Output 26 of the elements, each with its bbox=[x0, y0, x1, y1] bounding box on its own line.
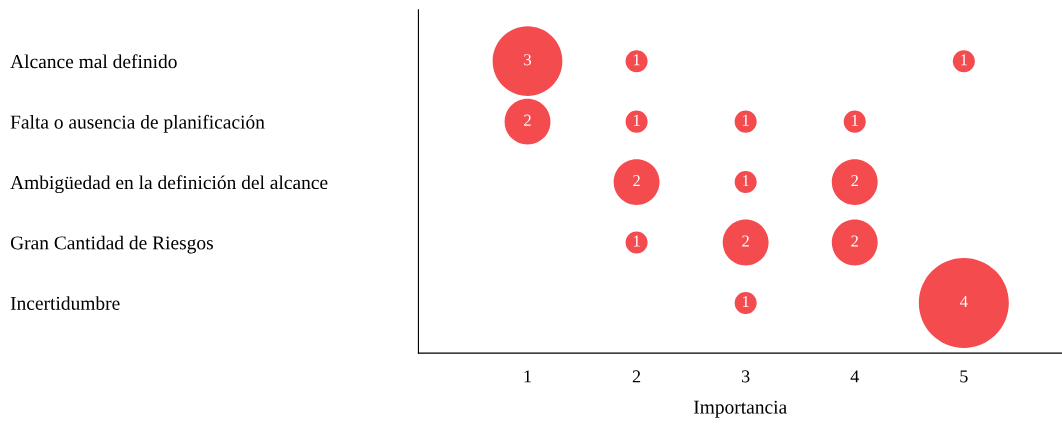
x-tick-label: 3 bbox=[742, 370, 750, 383]
annotation: 2 bbox=[742, 235, 749, 247]
y-tick-label: Ambigüedad en la definición del alcance bbox=[10, 175, 328, 194]
annotation: 1 bbox=[742, 114, 749, 126]
annotation: 1 bbox=[633, 235, 640, 247]
x-tick-label: 2 bbox=[632, 370, 641, 383]
x-tick-label: 5 bbox=[960, 370, 968, 383]
annotation: 2 bbox=[524, 114, 531, 126]
y-tick-label: Alcance mal definido bbox=[10, 54, 177, 69]
y-tick-label: Gran Cantidad de Riesgos bbox=[10, 235, 213, 254]
y-tick-label: Falta o ausencia de planificación bbox=[10, 114, 265, 133]
annotation: 2 bbox=[633, 175, 640, 187]
annotation: 4 bbox=[959, 295, 968, 307]
x-tick-label: 1 bbox=[524, 370, 531, 383]
annotation: 1 bbox=[852, 114, 858, 126]
x-axis-title: Importancia bbox=[693, 400, 787, 418]
annotation: 1 bbox=[961, 54, 967, 66]
annotation: 1 bbox=[742, 175, 749, 187]
annotation: 1 bbox=[742, 295, 749, 307]
x-tick-label: 4 bbox=[850, 370, 859, 383]
annotation: 1 bbox=[633, 114, 640, 126]
annotation: 2 bbox=[851, 235, 858, 247]
annotation: 2 bbox=[851, 175, 858, 187]
y-tick-label: Incertidumbre bbox=[10, 296, 120, 310]
annotation: 3 bbox=[524, 54, 532, 66]
annotation: 1 bbox=[633, 54, 640, 66]
